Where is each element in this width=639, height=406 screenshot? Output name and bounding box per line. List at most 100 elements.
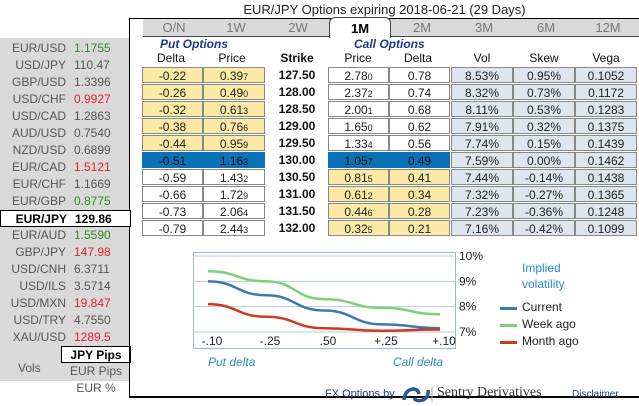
currency-pair-eur-gbp[interactable]: EUR/GBP 0.8775 [0, 193, 130, 210]
put-price-cell[interactable]: 1.729 [203, 186, 265, 202]
tab-1w[interactable]: 1W [226, 20, 246, 35]
call-price-cell[interactable]: 0.612 [328, 186, 389, 202]
disclaimer-link[interactable]: Disclaimer [572, 389, 619, 400]
strike-cell: 130.50 [270, 169, 324, 185]
tab-on[interactable]: O/N [162, 20, 186, 35]
tab-2m[interactable]: 2M [412, 20, 432, 35]
cell-value: -0.26 [158, 86, 187, 100]
currency-pair-usd-cad[interactable]: USD/CAD 1.2863 [0, 108, 130, 125]
call-price-cell[interactable]: 1.334 [328, 135, 389, 151]
cell-value: 0.1365 [587, 188, 625, 202]
currency-pair-usd-cnh[interactable]: USD/CNH 6.3711 [0, 261, 130, 278]
unit-option[interactable]: EUR % [76, 381, 116, 395]
put-delta-cell[interactable]: -0.38 [142, 118, 203, 134]
col-vega: Vega [592, 51, 620, 65]
call-price-cell[interactable]: 2.780 [328, 67, 389, 83]
strike-cell: 129.00 [270, 118, 324, 134]
currency-pair-usd-ils[interactable]: USD/ILS 3.5714 [0, 278, 130, 295]
currency-pair-eur-usd[interactable]: EUR/USD 1.1755 [0, 40, 130, 57]
currency-pair-aud-usd[interactable]: AUD/USD 0.7540 [0, 125, 130, 142]
call-delta-cell[interactable]: 0.56 [389, 135, 450, 151]
cell-value-pip: 3 [243, 225, 249, 235]
put-price-cell[interactable]: 0.959 [203, 135, 265, 151]
unit-option[interactable]: EUR Pips [69, 364, 122, 378]
currency-pair-usd-chf[interactable]: USD/CHF 0.9927 [0, 91, 130, 108]
tab-6m[interactable]: 6M [536, 20, 556, 35]
put-price-cell[interactable]: 0.490 [203, 84, 265, 100]
currency-pair-eur-aud[interactable]: EUR/AUD 1.5590 [0, 227, 130, 244]
call-price-cell[interactable]: 2.001 [328, 101, 389, 117]
cell-value: 2.00 [344, 103, 368, 117]
put-price-cell[interactable]: 0.397 [203, 67, 265, 83]
call-delta-cell[interactable]: 0.34 [389, 186, 450, 202]
tab-1m[interactable]: 1M [329, 17, 391, 38]
unit-option[interactable]: JPY Pips [61, 346, 131, 363]
put-delta-cell[interactable]: -0.79 [142, 220, 203, 236]
call-price-cell[interactable]: 2.372 [328, 84, 389, 100]
skew-cell: 0.32% [513, 118, 575, 134]
cell-value: 0.44 [344, 205, 368, 219]
put-delta-cell[interactable]: -0.44 [142, 135, 203, 151]
cell-value: 0.28 [407, 205, 432, 219]
currency-pair-eur-jpy[interactable]: EUR/JPY 129.86 [0, 210, 131, 227]
cell-value-pip: 2 [367, 89, 373, 99]
call-delta-cell[interactable]: 0.49 [389, 152, 450, 168]
currency-pair-gbp-jpy[interactable]: GBP/JPY 147.98 [0, 244, 130, 261]
cell-value: -0.44 [158, 137, 187, 151]
call-delta-cell[interactable]: 0.41 [389, 169, 450, 185]
put-delta-cell[interactable]: -0.59 [142, 169, 203, 185]
put-price-cell[interactable]: 2.443 [203, 220, 265, 236]
cell-value-pip: 3 [243, 106, 249, 116]
call-price-cell[interactable]: 0.325 [328, 220, 389, 236]
call-delta-cell[interactable]: 0.74 [389, 84, 450, 100]
call-price-cell[interactable]: 0.446 [328, 203, 389, 219]
pair-name: XAU/USD [12, 330, 66, 344]
pair-name: GBP/USD [11, 75, 66, 89]
put-delta-cell[interactable]: -0.73 [142, 203, 203, 219]
tab-2w[interactable]: 2W [288, 20, 308, 35]
tab-3m[interactable]: 3M [474, 20, 494, 35]
cell-value: 7.32% [464, 188, 500, 202]
call-price-cell[interactable]: 1.057 [328, 152, 389, 168]
put-delta-cell[interactable]: -0.51 [142, 152, 203, 168]
call-price-cell[interactable]: 0.815 [328, 169, 389, 185]
tab-12m[interactable]: 12M [595, 20, 621, 35]
put-price-cell[interactable]: 0.766 [203, 118, 265, 134]
put-price-cell[interactable]: 0.613 [203, 101, 265, 117]
call-delta-cell[interactable]: 0.62 [389, 118, 450, 134]
call-price-cell[interactable]: 1.650 [328, 118, 389, 134]
cell-value-pip: 4 [243, 208, 249, 218]
cell-value: 0.1248 [587, 205, 625, 219]
cell-value: 0.62 [407, 120, 432, 134]
vol-cell: 8.11% [451, 101, 513, 117]
put-price-cell[interactable]: 1.163 [203, 152, 265, 168]
currency-pair-eur-cad[interactable]: EUR/CAD 1.5121 [0, 159, 130, 176]
cell-value: 7.16% [464, 222, 500, 236]
put-delta-cell[interactable]: -0.22 [142, 67, 203, 83]
brand-name: Sentry Derivatives [437, 385, 542, 400]
call-delta-cell[interactable]: 0.28 [389, 203, 450, 219]
call-delta-cell[interactable]: 0.78 [389, 67, 450, 83]
put-price-cell[interactable]: 1.432 [203, 169, 265, 185]
put-delta-cell[interactable]: -0.32 [142, 101, 203, 117]
x-tick-label: -.10 [202, 334, 223, 348]
call-delta-cell[interactable]: 0.68 [389, 101, 450, 117]
cell-value: 7.74% [464, 137, 500, 151]
currency-pair-usd-mxn[interactable]: USD/MXN 19.847 [0, 295, 130, 312]
cell-value: 0.32 [344, 222, 368, 236]
currency-pair-xau-usd[interactable]: XAU/USD 1289.5 [0, 329, 130, 346]
put-price-cell[interactable]: 2.064 [203, 203, 265, 219]
call-delta-cell[interactable]: 0.21 [389, 220, 450, 236]
put-delta-cell[interactable]: -0.26 [142, 84, 203, 100]
currency-pair-eur-chf[interactable]: EUR/CHF 1.1669 [0, 176, 130, 193]
pair-rate: 4.7550 [74, 313, 111, 327]
vol-cell: 8.53% [451, 67, 513, 83]
cell-value: 1.43 [219, 171, 244, 185]
cell-value: -0.73 [158, 205, 187, 219]
pair-name: USD/TRY [13, 313, 66, 327]
currency-pair-usd-jpy[interactable]: USD/JPY 110.47 [0, 57, 130, 74]
currency-pair-usd-try[interactable]: USD/TRY 4.7550 [0, 312, 130, 329]
put-delta-cell[interactable]: -0.66 [142, 186, 203, 202]
currency-pair-nzd-usd[interactable]: NZD/USD 0.6899 [0, 142, 130, 159]
currency-pair-gbp-usd[interactable]: GBP/USD 1.3396 [0, 74, 130, 91]
